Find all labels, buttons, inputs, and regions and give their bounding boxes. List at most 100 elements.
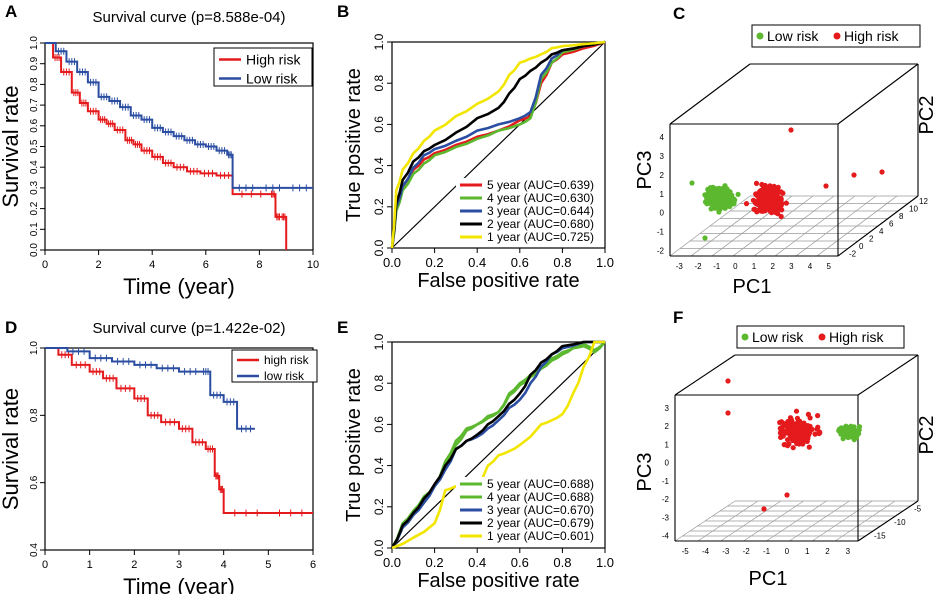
panel-c-pca-3d-scatter: -3 -2 -1 0 1 2 3 4 5-2-101234-2024681012PC1PC3PC… [634,24,938,298]
pc2-tick-label: 8 [899,212,904,221]
panel-letter-e: E [337,318,348,337]
scatter-point-high-risk [812,431,818,437]
legend-label: High risk [844,28,899,44]
chart-title: Survival curve (p=1.422e-02) [92,320,285,337]
pc1-tick-label: -2 [694,262,702,271]
x-tick-label: 6 [203,259,209,271]
panel-letter-d: D [5,318,17,337]
pc1-tick-label: -1 [763,547,771,556]
legend-label: low risk [264,369,305,383]
scatter-point-high-risk [793,426,799,432]
scatter-point-high-risk [809,426,815,432]
scatter-point-high-risk [725,378,731,384]
scatter-point-high-risk [777,430,784,436]
y-tick-label: 0.8 [372,375,386,392]
x-tick-label: 0.0 [383,555,401,570]
x-tick-label: 0.0 [383,255,401,270]
pc1-tick-label: -3 [722,547,730,556]
floor-grid-line [816,195,898,257]
scatter-point-low-risk [717,193,723,199]
scatter-point-high-risk [766,192,772,198]
scatter-point-high-risk [785,437,791,443]
scatter-point-high-risk [785,424,791,430]
scatter-point-low-risk [717,199,723,205]
floor-grid-line [834,500,896,542]
scatter-point-high-risk [815,413,821,419]
pc1-axis-label: PC1 [733,276,772,298]
y-tick-label: 1.0 [372,333,386,350]
scatter-point-high-risk [774,189,780,195]
scatter-point-low-risk [722,197,729,203]
panel-letter-a: A [5,2,17,21]
x-tick-label: 1.0 [596,255,614,270]
scatter-point-high-risk [775,184,781,190]
x-tick-label: 3 [176,559,182,571]
legend-marker [741,333,749,341]
scatter-point-low-risk [840,436,846,442]
x-tick-label: 10 [307,259,319,271]
scatter-point-low-risk [727,196,733,202]
legend-label: High risk [246,51,301,67]
scatter-point-high-risk [793,408,800,414]
y-tick-label: 0.0 [372,539,386,556]
scatter-point-high-risk [879,169,885,175]
x-tick-label: 0.6 [511,555,529,570]
y-tick-label: 0.8 [372,75,386,92]
x-tick-label: 0.8 [553,255,571,270]
legend-label: 4 year (AUC=0.688) [487,490,594,504]
y-tick-label: 1.0 [29,36,40,50]
scatter-point-low-risk [704,201,710,207]
pc1-tick-label: 0 [733,262,738,271]
pc2-axis-label: PC2 [916,96,938,135]
pc3-axis-label: PC3 [634,151,656,190]
pc1-tick-label: -5 [682,547,690,556]
y-tick-label: 0.1 [29,222,40,236]
panel-letter-f: F [673,308,683,327]
y-tick-label: 0.8 [29,408,40,422]
scatter-point-high-risk [806,444,812,450]
panel-a-survival-chart: Survival curve (p=8.588e-04) 0 2 4 6 8 10 0.0 0.… [0,9,319,299]
pc2-tick-label: -5 [914,505,922,514]
x-tick-label: 2 [96,259,102,271]
y-tick-label: 0.2 [372,498,386,515]
scatter-point-high-risk [791,437,797,443]
scatter-point-high-risk [779,207,785,213]
y-tick-label: 0.2 [29,201,40,215]
box-edge [674,354,736,396]
x-tick-label: 0.6 [511,255,529,270]
y-tick-label: 0.6 [372,116,386,133]
x-axis-label: False positive rate [417,270,579,292]
pc1-tick-label: -2 [743,547,751,556]
pc3-tick-label: 2 [660,171,665,180]
scatter-point-high-risk [778,202,784,209]
y-tick-label: 0.4 [29,543,40,557]
y-tick-label: 0.4 [372,157,386,174]
scatter-point-high-risk [760,184,767,190]
scatter-point-high-risk [851,172,857,178]
box-edge [669,63,751,125]
scatter-point-low-risk [709,195,715,201]
y-tick-label: 0.6 [372,416,386,433]
pc1-tick-label: 2 [770,262,775,271]
scatter-point-high-risk [782,429,788,435]
scatter-point-low-risk [708,206,714,212]
pc2-tick-label: 0 [859,242,864,251]
y-axis-label: True positive rate [343,68,365,222]
pc3-tick-label: 1 [660,190,665,199]
pc3-tick-label: 2 [665,422,670,431]
pc1-tick-label: 3 [846,547,851,556]
x-tick-label: 0.2 [426,555,444,570]
scatter-point-high-risk [790,445,796,451]
scatter-point-high-risk [743,201,750,207]
scatter-point-low-risk [851,431,857,437]
x-tick-label: 1.0 [596,555,614,570]
legend-marker [833,32,841,40]
scatter-point-high-risk [773,210,779,216]
x-tick-label: 8 [256,259,262,271]
pc1-tick-label: -4 [702,547,710,556]
scatter-point-low-risk [722,183,728,189]
scatter-point-high-risk [788,127,794,133]
panel-f-pca-3d-scatter: -5 -4 -3 -2 -1 0 1 2 3-4-3-2-10123-15-10-5PC1PC3… [634,325,938,590]
pc2-tick-label: -10 [894,518,906,527]
